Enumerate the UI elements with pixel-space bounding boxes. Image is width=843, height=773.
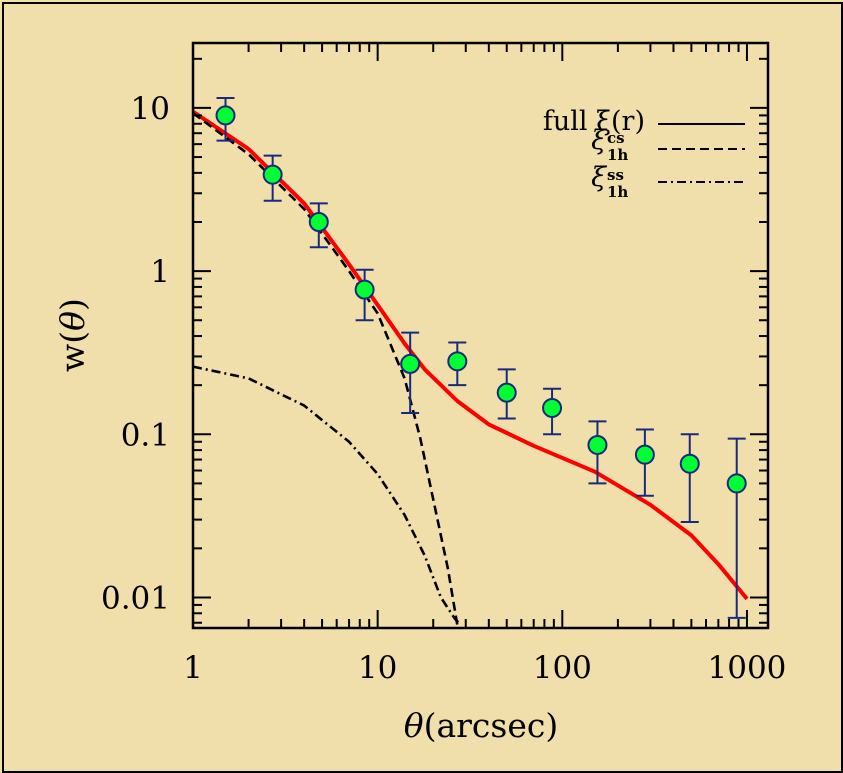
series-line-solid [191, 109, 749, 601]
plot-area [191, 41, 770, 630]
legend-label-cs-sup: cs [607, 129, 625, 147]
ticks-layer [192, 43, 768, 628]
y-axis-symbol: θ [53, 311, 92, 331]
legend-label-ss-symbol: ξ [591, 162, 607, 193]
x-axis-symbol: θ [404, 706, 424, 745]
y-axis-close: ) [53, 298, 92, 311]
x-tick-label: 1 [183, 650, 203, 686]
y-axis-label: w(θ) [53, 298, 92, 372]
x-axis-unit: (arcsec) [424, 706, 559, 745]
x-tick-label: 10 [358, 650, 397, 686]
data-point [262, 164, 283, 185]
data-point [447, 351, 468, 372]
data-point [400, 353, 421, 374]
y-tick-label: 10 [131, 91, 170, 127]
data-point [496, 382, 517, 403]
series-line-dashed [192, 112, 459, 626]
legend: full ξ(r) ξ cs 1h ξ ss 1h [543, 106, 745, 201]
x-tick-label: 100 [533, 650, 592, 686]
x-axis-label: θ(arcsec) [404, 706, 559, 745]
legend-label-ss-sub: 1h [607, 183, 628, 201]
errorbar-layer [216, 97, 746, 619]
data-point [726, 473, 747, 494]
data-point [587, 434, 608, 455]
y-tick-label: 1 [150, 254, 170, 290]
data-point [354, 279, 375, 300]
series-line-dashdot [192, 365, 462, 626]
data-point [634, 444, 655, 465]
y-tick-label: 0.01 [101, 580, 170, 616]
data-point [308, 211, 329, 232]
y-axis-text: w( [53, 331, 92, 372]
points-layer [215, 105, 747, 494]
legend-label-cs-sub: 1h [607, 146, 628, 164]
legend-label-cs-symbol: ξ [591, 125, 607, 156]
series-layer [191, 109, 749, 626]
tick-labels-layer: 1 10 100 1000 0.01 0.1 1 10 [101, 91, 786, 686]
legend-label-full: full ξ(r) [543, 106, 645, 137]
y-tick-label: 0.1 [121, 417, 170, 453]
data-point [679, 453, 700, 474]
x-tick-label: 1000 [708, 650, 787, 686]
legend-label-ss-sup: ss [607, 166, 624, 184]
data-point [215, 105, 236, 126]
data-point [542, 397, 563, 418]
